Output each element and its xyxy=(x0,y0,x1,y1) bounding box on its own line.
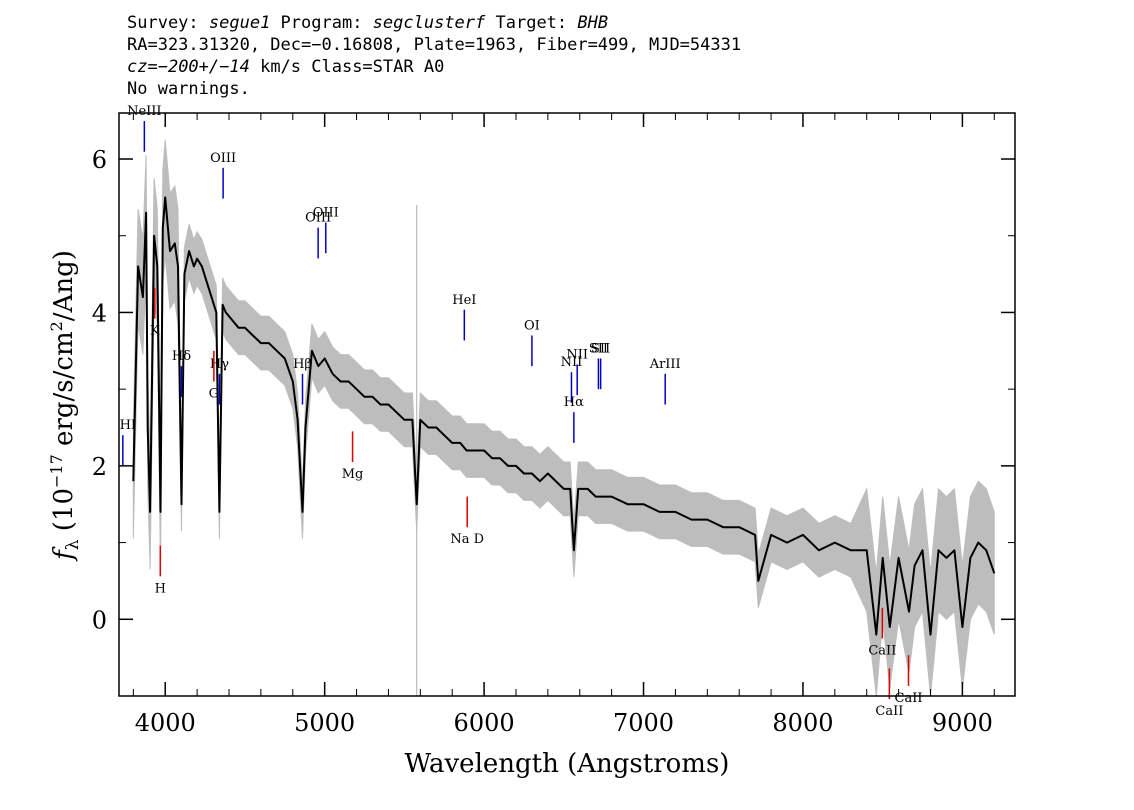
absorption-label-2: G xyxy=(209,386,219,401)
y-axis-units-c: /Ang) xyxy=(49,250,79,321)
emission-label-11: Hα xyxy=(564,395,584,410)
emission-label-13: SII xyxy=(589,341,608,356)
y-tick-label-3: 6 xyxy=(92,146,107,174)
absorption-label-5: CaII xyxy=(868,643,896,658)
x-tick-label-0: 4000 xyxy=(135,709,196,737)
cz-suffix: km/s Class=STAR A0 xyxy=(249,57,445,77)
emission-label-1: NeIII xyxy=(127,104,161,119)
emission-label-8: HeI xyxy=(452,293,476,308)
emission-label-12: NII xyxy=(566,347,588,362)
absorption-label-3: Mg xyxy=(342,467,364,482)
program-prefix: Program: xyxy=(270,13,373,33)
emission-label-14: SII xyxy=(591,341,610,356)
plot-content xyxy=(132,139,996,697)
header-line-warnings: No warnings. xyxy=(127,79,250,99)
emission-label-2: Hδ xyxy=(172,349,191,364)
y-axis-units-a: (10 xyxy=(49,488,79,540)
emission-label-3: Hγ xyxy=(210,357,229,372)
absorption-label-4: Na D xyxy=(450,532,484,547)
y-axis-symbol-sub: λ xyxy=(63,539,83,550)
emission-label-0: HI xyxy=(120,418,136,433)
error-band xyxy=(132,139,995,697)
target-value: BHB xyxy=(577,13,609,33)
cz-prefix: cz= xyxy=(127,57,158,77)
svg-text:fλ (10−17 erg/s/cm2/Ang): fλ (10−17 erg/s/cm2/Ang) xyxy=(47,250,83,562)
absorption-label-1: H xyxy=(155,581,166,596)
emission-label-15: ArIII xyxy=(649,357,681,372)
header-line-coords: RA=323.31320, Dec=−0.16808, Plate=1963, … xyxy=(127,35,742,55)
y-axis-title: fλ (10−17 erg/s/cm2/Ang) xyxy=(47,250,83,562)
y-tick-label-0: 0 xyxy=(92,606,107,634)
y-tick-label-1: 2 xyxy=(92,453,107,481)
axis-ticks: 4000 5000 6000 7000 8000 9000 0 2 4 6 xyxy=(92,113,1015,737)
y-axis-units-b: erg/s/cm xyxy=(49,331,79,454)
x-tick-label-2: 6000 xyxy=(454,709,515,737)
x-axis-title: Wavelength (Angstroms) xyxy=(405,749,730,779)
x-tick-label-3: 7000 xyxy=(613,709,674,737)
emission-label-7: OIII xyxy=(313,206,339,221)
plot-frame xyxy=(118,112,1016,697)
y-axis-units-exp2: 2 xyxy=(47,321,66,331)
emission-label-6: OIII xyxy=(305,211,331,226)
emission-label-4: OIII xyxy=(210,151,236,166)
y-tick-label-2: 4 xyxy=(92,299,107,327)
absorption-label-7: CaII xyxy=(895,691,923,706)
x-tick-label-1: 5000 xyxy=(294,709,355,737)
header-line-survey: Survey: segue1 Program: segclusterf Targ… xyxy=(127,12,741,34)
survey-value: segue1 xyxy=(208,13,271,33)
spectrum-header: Survey: segue1 Program: segclusterf Targ… xyxy=(127,12,741,100)
emission-label-5: Hβ xyxy=(293,357,312,372)
program-value: segclusterf xyxy=(372,13,486,33)
absorption-label-0: K xyxy=(150,324,160,339)
emission-label-9: OI xyxy=(524,318,540,333)
cz-value: −200+/−14 xyxy=(157,57,250,77)
target-prefix: Target: xyxy=(485,13,578,33)
absorption-label-6: CaII xyxy=(875,704,903,719)
survey-prefix: Survey: xyxy=(127,13,209,33)
y-axis-units-exp: −17 xyxy=(47,454,66,488)
flux-series xyxy=(132,196,996,636)
x-tick-label-5: 9000 xyxy=(932,709,993,737)
x-tick-label-4: 8000 xyxy=(772,709,833,737)
header-line-redshift: cz=−200+/−14 km/s Class=STAR A0 xyxy=(127,56,741,78)
